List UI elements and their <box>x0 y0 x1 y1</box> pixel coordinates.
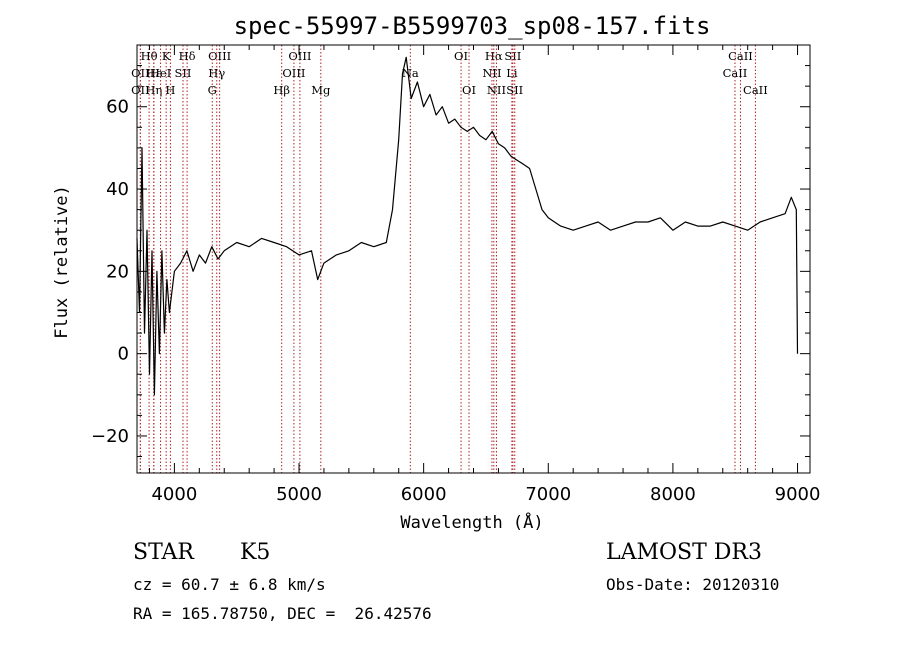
x-axis-label: Wavelength (Å) <box>400 511 543 533</box>
y-tick-label: −20 <box>91 426 129 447</box>
line-marker-label: SII <box>506 83 523 97</box>
line-marker-label: OIII <box>288 49 311 63</box>
line-marker-label: OI <box>462 83 476 97</box>
line-marker-label: H <box>165 83 175 97</box>
line-marker-label: Mg <box>311 83 331 97</box>
x-tick-label: 5000 <box>276 484 322 505</box>
series-flux-line <box>136 56 799 396</box>
y-tick-label: 60 <box>106 97 129 118</box>
line-marker-label: SII <box>175 66 192 80</box>
line-marker-label: CaII <box>743 83 768 97</box>
survey-name: LAMOST DR3 <box>606 540 762 565</box>
chart-title: spec-55997-B5599703_sp08-157.fits <box>234 12 711 40</box>
axes: 4000 5000 6000 7000 8000 9000 −20 0 20 40 60 <box>91 44 821 505</box>
line-marker-label: NII <box>482 66 501 80</box>
line-marker-label: SII <box>504 49 521 63</box>
line-marker-label: NII <box>487 83 506 97</box>
x-tick-label: 4000 <box>151 484 197 505</box>
line-marker-label: Hθ <box>141 49 158 63</box>
x-tick-label: 6000 <box>401 484 447 505</box>
line-marker-label: Hα <box>485 49 503 63</box>
line-marker-label: Na <box>402 66 419 80</box>
line-marker-label: OIII <box>282 66 305 80</box>
x-tick-label: 9000 <box>775 484 821 505</box>
line-marker-label: G <box>208 83 217 97</box>
line-marker-label: OII <box>131 83 150 97</box>
observation-date: Obs-Date: 20120310 <box>606 575 780 594</box>
line-marker-label: K <box>162 49 171 63</box>
x-tick-label: 7000 <box>525 484 571 505</box>
line-marker-label: Hη <box>145 83 162 97</box>
x-tick-label: 8000 <box>650 484 696 505</box>
y-tick-label: 20 <box>106 261 129 282</box>
y-tick-label: 40 <box>106 179 129 200</box>
line-marker-label: HeI <box>150 66 171 80</box>
line-marker-label: Li <box>506 66 518 80</box>
line-marker-label: CaII <box>728 49 753 63</box>
plot-frame <box>136 44 811 474</box>
line-marker-label: Hγ <box>208 66 225 80</box>
line-marker-label: OIII <box>208 49 231 63</box>
line-marker-label: Hβ <box>273 83 290 97</box>
redshift-velocity: cz = 60.7 ± 6.8 km/s <box>133 575 326 594</box>
line-marker-label: OI <box>454 49 468 63</box>
line-marker-label: Hδ <box>179 49 196 63</box>
spectral-subclass: K5 <box>240 540 271 565</box>
line-marker-label: CaII <box>723 66 748 80</box>
sky-coordinates: RA = 165.78750, DEC = 26.42576 <box>133 604 432 623</box>
series-layer <box>136 56 799 396</box>
y-tick-label: 0 <box>118 344 129 365</box>
y-axis-label: Flux (relative) <box>52 185 72 339</box>
object-class: STAR <box>133 540 194 565</box>
